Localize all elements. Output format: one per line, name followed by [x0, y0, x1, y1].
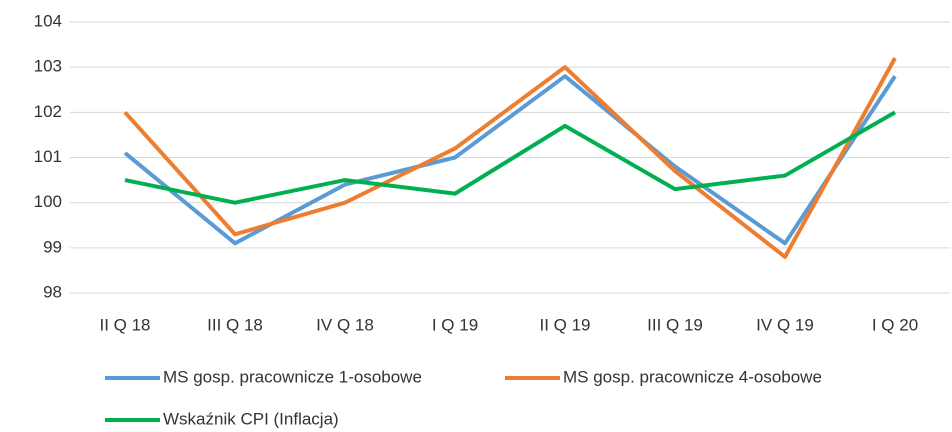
x-tick-label: III Q 18	[207, 315, 263, 334]
y-tick-label: 104	[34, 11, 62, 30]
x-tick-label: I Q 20	[872, 315, 918, 334]
x-tick-label: II Q 18	[99, 315, 150, 334]
x-tick-label: I Q 19	[432, 315, 478, 334]
y-tick-label: 101	[34, 147, 62, 166]
series-line	[123, 57, 897, 259]
x-tick-label: IV Q 19	[756, 315, 814, 334]
x-tick-label: III Q 19	[647, 315, 703, 334]
series-line	[124, 110, 896, 205]
legend-label: MS gosp. pracownicze 4-osobowe	[563, 367, 822, 386]
x-tick-label: IV Q 18	[316, 315, 374, 334]
y-tick-label: 99	[43, 237, 62, 256]
y-tick-label: 102	[34, 102, 62, 121]
x-tick-label: II Q 19	[539, 315, 590, 334]
y-tick-label: 98	[43, 282, 62, 301]
y-tick-label: 100	[34, 192, 62, 211]
legend-label: Wskaźnik CPI (Inflacja)	[163, 409, 339, 428]
y-tick-label: 103	[34, 57, 62, 76]
series-line	[123, 74, 897, 246]
legend-label: MS gosp. pracownicze 1-osobowe	[163, 367, 422, 386]
